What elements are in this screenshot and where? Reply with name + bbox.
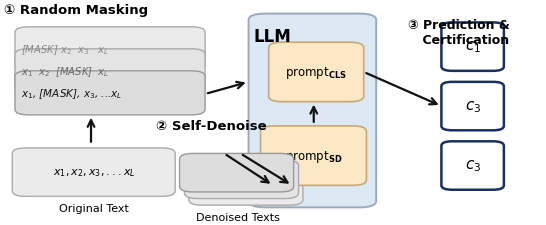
FancyBboxPatch shape — [441, 23, 504, 72]
Text: ② Self-Denoise: ② Self-Denoise — [156, 120, 267, 133]
FancyBboxPatch shape — [15, 72, 205, 115]
FancyBboxPatch shape — [12, 148, 175, 196]
FancyBboxPatch shape — [15, 50, 205, 93]
Text: Original Text: Original Text — [59, 203, 129, 213]
FancyBboxPatch shape — [185, 160, 299, 199]
Text: Denoised Texts: Denoised Texts — [196, 212, 280, 222]
FancyBboxPatch shape — [269, 43, 364, 102]
Text: $x_1$, [MASK], $x_3$, ...$x_L$: $x_1$, [MASK], $x_3$, ...$x_L$ — [21, 87, 123, 100]
FancyBboxPatch shape — [260, 126, 366, 186]
FancyBboxPatch shape — [441, 142, 504, 190]
Text: $x_1, x_2, x_3, ... x_L$: $x_1, x_2, x_3, ... x_L$ — [52, 166, 135, 178]
Text: prompt$_\mathbf{SD}$: prompt$_\mathbf{SD}$ — [285, 148, 342, 164]
FancyBboxPatch shape — [189, 167, 303, 205]
FancyBboxPatch shape — [180, 154, 294, 192]
Text: prompt$_\mathbf{CLS}$: prompt$_\mathbf{CLS}$ — [286, 65, 347, 81]
Text: $\mathit{c}_1$: $\mathit{c}_1$ — [465, 40, 480, 55]
Text: $x_1$  $x_2$  [MASK]  $x_L$: $x_1$ $x_2$ [MASK] $x_L$ — [21, 65, 110, 78]
Text: ③ Prediction &
    Certification: ③ Prediction & Certification — [405, 19, 509, 47]
Text: $\mathit{c}_3$: $\mathit{c}_3$ — [465, 99, 481, 115]
Text: ① Random Masking: ① Random Masking — [4, 4, 148, 16]
Text: [MASK] $x_2$  $x_3$   $x_L$: [MASK] $x_2$ $x_3$ $x_L$ — [21, 43, 110, 56]
FancyBboxPatch shape — [441, 83, 504, 131]
FancyBboxPatch shape — [15, 28, 205, 72]
FancyBboxPatch shape — [248, 15, 376, 207]
Text: $\mathit{c}_3$: $\mathit{c}_3$ — [465, 158, 481, 174]
Text: LLM: LLM — [254, 28, 292, 46]
